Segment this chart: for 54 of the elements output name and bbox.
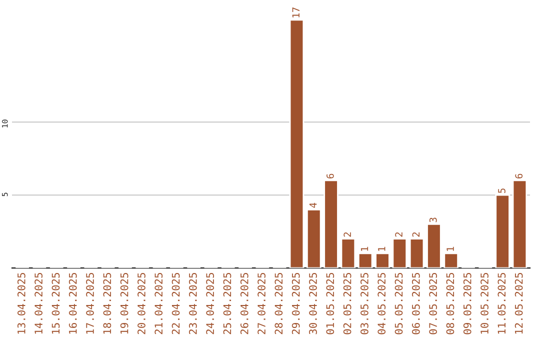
data-label: 2 <box>344 232 351 237</box>
x-tick-label: 09.05.2025 <box>463 273 472 334</box>
x-tick-label: 03.05.2025 <box>360 273 368 334</box>
x-tick-label: 26.04.2025 <box>240 273 248 334</box>
x-tick-label: 18.04.2025 <box>103 273 112 334</box>
x-tick-label: 17.04.2025 <box>86 273 94 334</box>
x-tick-label: 06.05.2025 <box>412 273 420 334</box>
bar <box>426 224 442 268</box>
x-tick-label: 19.04.2025 <box>120 273 128 334</box>
x-tick-label: 04.05.2025 <box>378 273 386 334</box>
bar <box>340 238 356 268</box>
x-tick-label: 13.04.2025 <box>17 273 26 334</box>
x-tick-label: 20.04.2025 <box>138 273 146 334</box>
x-tick-label: 23.04.2025 <box>188 273 197 334</box>
x-tick-label: 21.04.2025 <box>154 273 163 334</box>
bar <box>289 19 304 268</box>
bar <box>495 194 510 268</box>
x-tick-label: 07.05.2025 <box>429 273 437 334</box>
data-label: 6 <box>515 174 523 178</box>
data-label: 1 <box>360 246 368 251</box>
x-tick-label: 30.04.2025 <box>309 273 317 334</box>
x-tick-label: 24.04.2025 <box>206 273 214 334</box>
x-tick-label: 22.04.2025 <box>172 273 180 334</box>
x-tick-label: 11.05.2025 <box>498 273 506 334</box>
data-label: 2 <box>395 232 402 237</box>
data-label: 1 <box>378 246 386 251</box>
x-tick-label: 05.05.2025 <box>394 273 403 334</box>
bar <box>409 238 424 268</box>
x-tick-label: 25.04.2025 <box>223 273 232 334</box>
bar <box>444 252 458 268</box>
x-tick-label: 28.04.2025 <box>274 273 283 334</box>
bar <box>512 180 528 268</box>
data-label: 4 <box>310 202 317 208</box>
bar <box>306 208 322 268</box>
data-label: 17 <box>292 8 300 18</box>
bar <box>375 252 390 268</box>
data-label: 1 <box>446 246 454 251</box>
x-tick-label: 15.04.2025 <box>52 273 60 334</box>
data-label: 5 <box>498 188 506 193</box>
x-tick-label: 01.05.2025 <box>326 273 334 334</box>
x-tick-label: 02.05.2025 <box>343 273 352 334</box>
x-tick-label: 27.04.2025 <box>258 273 266 334</box>
bar <box>358 252 373 268</box>
data-label: 6 <box>326 174 334 178</box>
data-label: 3 <box>429 218 437 222</box>
x-tick-label: 10.05.2025 <box>480 273 488 334</box>
bar <box>324 180 338 268</box>
x-tick-label: 14.04.2025 <box>34 273 42 334</box>
bar <box>392 238 408 268</box>
x-tick-label: 29.04.2025 <box>292 273 300 334</box>
data-label: 2 <box>412 232 420 237</box>
x-tick-label: 16.04.2025 <box>68 273 77 334</box>
x-tick-label: 08.05.2025 <box>446 273 454 334</box>
x-tick-label: 12.05.2025 <box>514 273 523 334</box>
